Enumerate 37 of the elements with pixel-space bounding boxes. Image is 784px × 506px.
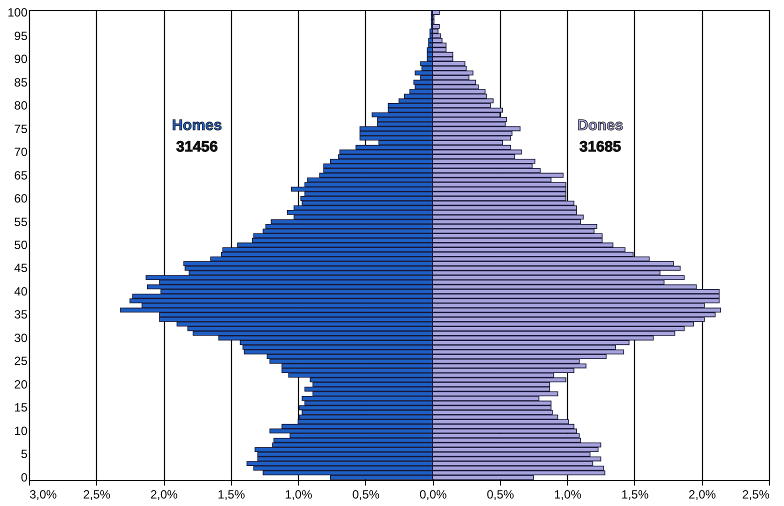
annotation: 31685 [579,138,622,156]
y-tick-label: 70 [14,145,28,160]
y-tick-label: 35 [14,308,28,322]
text: Homes [172,117,222,134]
y-tick-label: 60 [14,192,28,206]
y-tick-label: 65 [14,168,28,182]
y-tick-label: 5 [20,447,28,462]
y-tick-label: 20 [14,377,28,392]
y-tick-label: 45 [14,261,28,276]
x-tick-label: 2,5% [83,488,111,502]
y-tick-label: 80 [14,98,28,113]
x-tick-label: 0,0% [419,488,448,502]
y-tick-label: 95 [14,28,28,43]
y-tick-label: 100 [7,6,28,20]
x-tick-label: 3,0% [30,488,58,502]
y-tick-label: 75 [14,122,28,136]
x-tick-label: 1,5% [621,488,649,502]
x-tick-label: 2,0% [150,488,178,502]
y-tick-label: 90 [14,52,28,66]
y-tick-label: 30 [14,330,28,345]
y-tick-label: 55 [14,214,28,229]
y-tick-label: 15 [14,400,28,415]
annotation: 31456 [176,138,218,156]
y-tick-label: 85 [14,75,28,90]
y-tick-label: 40 [14,284,28,298]
x-tick-label: 1,5% [218,488,246,502]
x-tick-label: 0,5% [486,488,514,502]
x-tick-label: 1,0% [554,488,582,502]
x-tick-label: 2,0% [688,488,716,502]
y-tick-label: 0 [20,470,28,484]
x-tick-label: 1,0% [284,488,313,502]
x-tick-label: 0,5% [352,488,380,502]
text: Dones [577,117,624,134]
y-tick-label: 50 [14,238,28,252]
y-tick-label: 10 [14,424,28,438]
x-tick-label: 2,5% [742,488,770,502]
y-tick-label: 25 [14,354,28,368]
